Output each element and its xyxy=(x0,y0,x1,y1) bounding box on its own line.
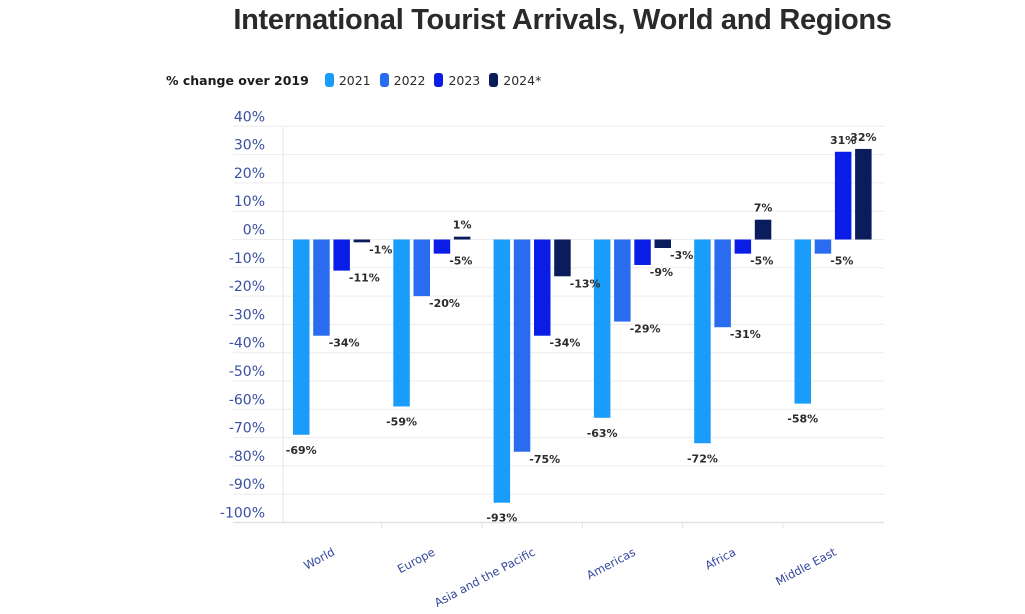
y-tick-label: 40% xyxy=(234,109,265,125)
y-tick-label: -40% xyxy=(229,336,265,352)
y-tick-label: -50% xyxy=(229,364,265,380)
legend: % change over 2019 2021 2022 2023 2024* xyxy=(166,70,550,90)
y-tick-label: 0% xyxy=(243,223,265,239)
x-tick-label: World xyxy=(301,545,337,573)
bar-2022-middle-east xyxy=(814,239,832,254)
data-label: -5% xyxy=(830,255,853,268)
data-label: 7% xyxy=(754,202,773,215)
data-label: -58% xyxy=(787,413,818,426)
bar-2022-world xyxy=(313,239,330,336)
y-tick-label: -80% xyxy=(229,449,265,465)
data-label: -20% xyxy=(429,297,460,310)
bar-2023-world xyxy=(333,239,350,271)
bar-2022-europe xyxy=(413,239,430,297)
legend-item-2024: 2024* xyxy=(489,73,541,88)
bar-2021-world xyxy=(293,239,310,435)
y-tick-label: -100% xyxy=(220,506,265,522)
bar-2023-africa xyxy=(734,239,752,254)
bar-2024-africa xyxy=(754,219,772,240)
data-label: -93% xyxy=(486,512,517,525)
x-tick-label: Americas xyxy=(584,545,638,582)
legend-label: 2022 xyxy=(393,72,426,88)
data-label: -11% xyxy=(349,272,380,285)
data-label: -3% xyxy=(670,249,693,262)
data-labels: -69% -59% -93% -63% -72% -58% -34% -20% -75% -29%… xyxy=(286,131,877,525)
legend-item-2023: 2023 xyxy=(434,73,480,88)
y-tick-label: 20% xyxy=(234,166,265,182)
y-tick-label: 10% xyxy=(234,194,265,210)
legend-swatch xyxy=(324,73,334,87)
bar-2021-europe xyxy=(393,239,410,407)
legend-swatch xyxy=(489,73,499,87)
data-label: -13% xyxy=(570,277,601,290)
data-label: -34% xyxy=(550,337,581,350)
data-label: -5% xyxy=(750,255,773,268)
data-label: -31% xyxy=(730,328,761,341)
data-label: -75% xyxy=(529,453,560,466)
x-tick-label: Middle East xyxy=(773,545,839,589)
bar-2021-americas xyxy=(593,239,611,418)
bar-2023-americas xyxy=(634,239,651,265)
legend-swatch xyxy=(379,73,389,87)
gridlines xyxy=(233,125,884,495)
bar-2024-middle-east xyxy=(855,148,872,240)
bar-2024-europe xyxy=(453,236,471,240)
bar-2024-americas xyxy=(654,239,671,248)
legend-label: 2023 xyxy=(448,72,481,88)
legend-swatch xyxy=(434,73,444,87)
bar-2022-americas xyxy=(614,239,631,322)
data-label: -59% xyxy=(386,415,417,428)
data-label: -63% xyxy=(587,427,618,440)
bar-2023-europe xyxy=(433,239,451,254)
x-tick-label: Asia and the Pacific xyxy=(432,545,538,610)
bar-2023-asia-and-the-pacific xyxy=(534,239,551,336)
bars xyxy=(293,148,872,503)
data-label: 1% xyxy=(453,219,472,232)
data-label: 31% xyxy=(830,134,856,147)
legend-label: 2024* xyxy=(503,72,542,88)
y-tick-label: -30% xyxy=(229,307,265,323)
legend-item-2022: 2022 xyxy=(379,72,426,88)
y-tick-label: -10% xyxy=(229,251,265,267)
bar-2022-africa xyxy=(714,239,731,328)
bar-2024-world xyxy=(353,239,371,243)
x-tick-label: Africa xyxy=(703,545,739,573)
x-tick-label: Europe xyxy=(395,545,437,576)
bar-2021-africa xyxy=(694,239,711,444)
chart-title: International Tourist Arrivals, World an… xyxy=(233,4,892,36)
legend-label: 2021 xyxy=(338,72,371,88)
data-label: 32% xyxy=(850,131,876,144)
bar-2023-middle-east xyxy=(834,151,852,240)
data-label: -1% xyxy=(369,243,392,256)
bar-2022-asia-and-the-pacific xyxy=(513,239,531,452)
data-label: -5% xyxy=(449,255,472,268)
data-label: -72% xyxy=(687,452,718,465)
data-label: -9% xyxy=(650,266,673,279)
y-tick-label: -90% xyxy=(229,477,265,493)
legend-title: % change over 2019 xyxy=(166,72,309,88)
y-tick-label: 30% xyxy=(234,138,265,154)
bar-2021-middle-east xyxy=(794,239,811,404)
bar-2021-asia-and-the-pacific xyxy=(493,239,511,503)
y-axis: 40% 30% 20% 10% 0% -10% -20% -30% -40% -50% -60% -7… xyxy=(220,109,284,523)
y-tick-label: -20% xyxy=(229,279,265,295)
bar-2024-asia-and-the-pacific xyxy=(554,239,571,277)
data-label: -34% xyxy=(329,337,360,350)
y-tick-label: -60% xyxy=(229,392,265,408)
data-label: -29% xyxy=(630,323,661,336)
data-label: -69% xyxy=(286,444,317,457)
y-tick-label: -70% xyxy=(229,421,265,437)
legend-item-2021: 2021 xyxy=(324,72,371,88)
